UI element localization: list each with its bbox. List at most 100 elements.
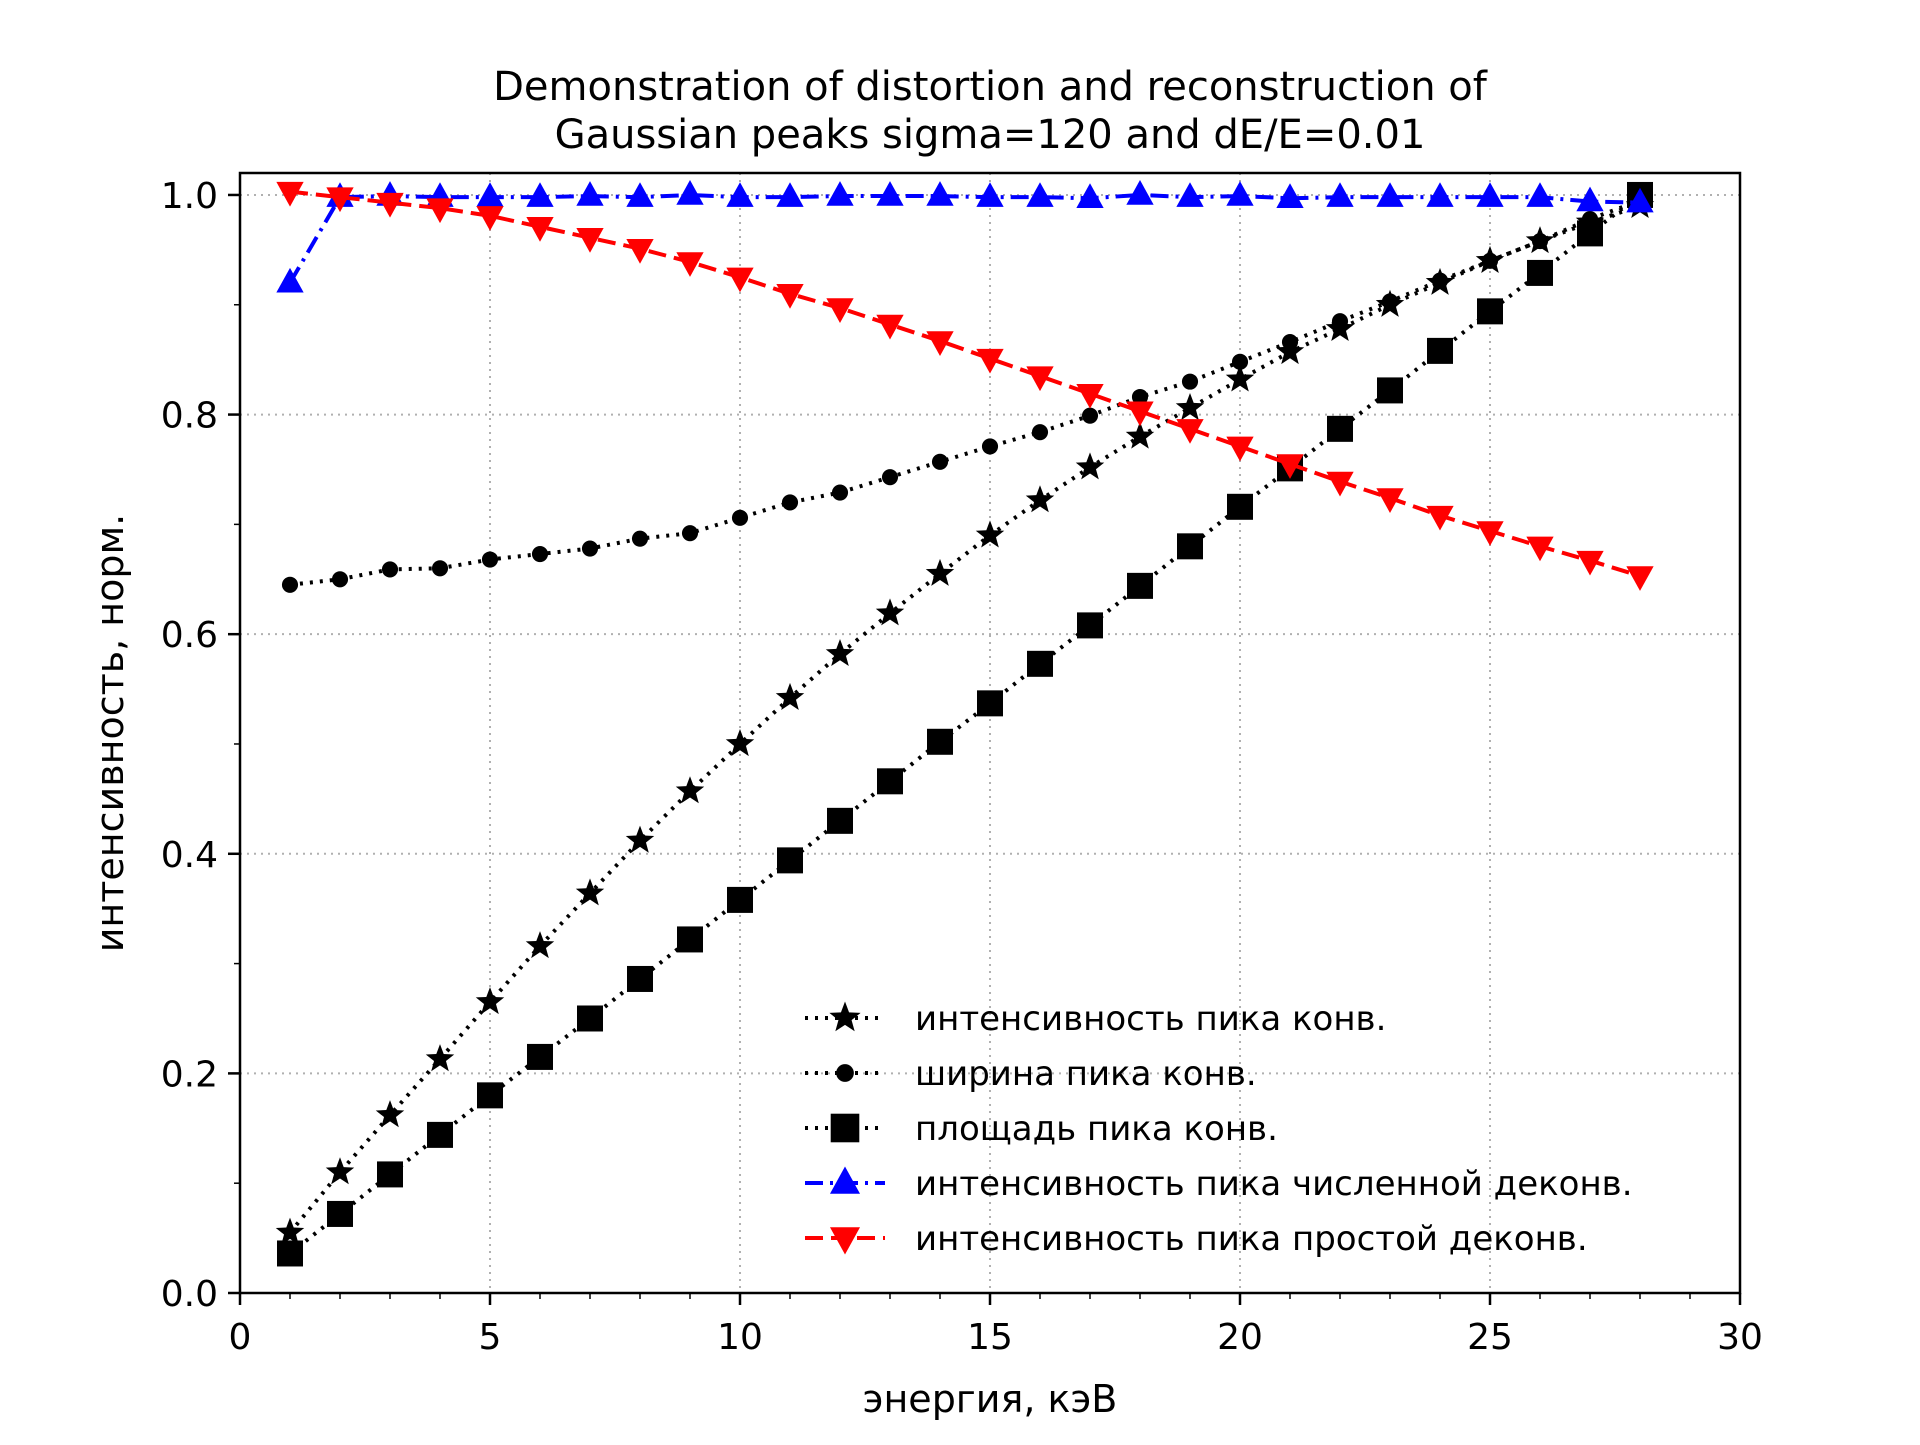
series-2-point — [1081, 407, 1099, 424]
series-3-point — [827, 807, 853, 834]
series-3-point — [277, 1240, 303, 1267]
y-tick-label: 0.6 — [161, 615, 218, 656]
series-5-point — [276, 181, 304, 207]
legend-label-4: интенсивность пика численной деконв. — [915, 1164, 1633, 1204]
series-4-point — [676, 180, 704, 205]
x-tick-label: 20 — [1217, 1317, 1263, 1358]
series-4-point — [526, 182, 554, 207]
series-3-point — [777, 847, 803, 874]
series-2-point — [1181, 373, 1199, 390]
series-3-point — [1027, 650, 1053, 677]
series-1-point — [475, 987, 505, 1015]
legend-label-3: площадь пика конв. — [915, 1109, 1278, 1149]
series-layer — [275, 180, 1655, 1267]
series-5-point — [1376, 488, 1404, 513]
series-1-point — [1075, 452, 1105, 480]
series-2-point — [1031, 424, 1049, 441]
series-4-point — [1476, 182, 1504, 207]
series-2-point — [1331, 313, 1349, 330]
series-4-point — [1526, 182, 1554, 207]
series-2-point — [1531, 233, 1549, 250]
series-4-point — [626, 182, 654, 207]
series-2-point — [881, 469, 899, 486]
series-5-point — [476, 206, 504, 231]
series-3-point — [477, 1082, 503, 1109]
series-3 — [277, 181, 1653, 1267]
series-1-point — [275, 1217, 305, 1245]
legend-marker-3 — [830, 1113, 860, 1143]
series-5-point — [776, 284, 804, 309]
series-5-point — [576, 228, 604, 253]
series-2-point — [731, 509, 749, 526]
series-2-point — [1481, 252, 1499, 269]
series-2-point — [431, 560, 449, 577]
series-4-point — [1576, 186, 1604, 212]
y-tick-label: 1.0 — [161, 176, 218, 217]
legend: интенсивность пика конв. ширина пика конв… — [805, 999, 1633, 1259]
series-4-point — [276, 267, 304, 293]
series-2-point — [481, 551, 499, 568]
series-3-point — [427, 1121, 453, 1148]
x-tick-label: 15 — [967, 1317, 1013, 1358]
series-2-point — [681, 525, 699, 542]
series-5-point — [1576, 550, 1604, 576]
series-1-point — [775, 682, 805, 710]
series-4-point — [1126, 180, 1154, 205]
legend-marker-2 — [836, 1064, 854, 1082]
series-3-point — [1227, 493, 1253, 520]
legend-label-1: интенсивность пика конв. — [915, 999, 1386, 1039]
series-1-point — [975, 520, 1005, 548]
x-tick-label: 30 — [1717, 1317, 1763, 1358]
x-axis-label: энергия, кэВ — [863, 1377, 1118, 1421]
series-5-point — [376, 192, 404, 218]
series-1-point — [725, 729, 755, 757]
series-4-point — [876, 181, 904, 206]
x-tick-label: 5 — [479, 1317, 502, 1358]
series-3-point — [1427, 337, 1453, 364]
series-3-point — [1177, 533, 1203, 560]
series-5-point — [1176, 419, 1204, 444]
series-1-point — [1125, 421, 1155, 449]
series-4-point — [1426, 182, 1454, 207]
series-4-point — [1176, 182, 1204, 207]
series-4-point — [1026, 182, 1054, 207]
series-1-point — [1225, 364, 1255, 392]
series-5 — [276, 181, 1654, 591]
series-5-point — [1326, 471, 1354, 497]
series-2-point — [281, 576, 299, 593]
series-4-point — [1226, 181, 1254, 206]
series-2-point — [831, 484, 849, 501]
series-4-point — [1276, 183, 1304, 209]
series-3-point — [1077, 612, 1103, 639]
series-2-point — [1281, 334, 1299, 351]
series-4-point — [776, 182, 804, 207]
series-2-point — [381, 561, 399, 578]
x-tick-label: 0 — [229, 1317, 252, 1358]
series-4-point — [826, 181, 854, 206]
series-1-point — [325, 1157, 355, 1185]
series-1-point — [375, 1100, 405, 1128]
series-3-point — [877, 768, 903, 795]
chart-title-line-2: Gaussian peaks sigma=120 and dE/E=0.01 — [555, 112, 1426, 158]
series-2-point — [1131, 388, 1149, 406]
series-1-point — [425, 1044, 455, 1072]
series-2-point — [1231, 353, 1249, 370]
series-4-point — [726, 182, 754, 207]
series-4-point — [976, 182, 1004, 207]
series-2-point — [981, 438, 999, 455]
series-1-point — [675, 776, 705, 804]
series-3-point — [1377, 377, 1403, 404]
series-5-point — [1026, 366, 1054, 392]
series-5-point — [1126, 401, 1154, 427]
series-3-point — [1527, 259, 1553, 286]
series-1-line — [288, 204, 1641, 1234]
axis-ticks: 0 5 10 15 20 25 30 0.0 0.2 0.4 0.6 0.8 1.0 — [161, 176, 1763, 1358]
series-4-point — [1626, 187, 1654, 213]
x-tick-label: 10 — [717, 1317, 763, 1358]
series-3-point — [677, 926, 703, 953]
series-1-point — [825, 638, 855, 667]
series-2-point — [781, 494, 799, 511]
series-5-point — [826, 298, 854, 324]
series-5-point — [1426, 505, 1454, 531]
